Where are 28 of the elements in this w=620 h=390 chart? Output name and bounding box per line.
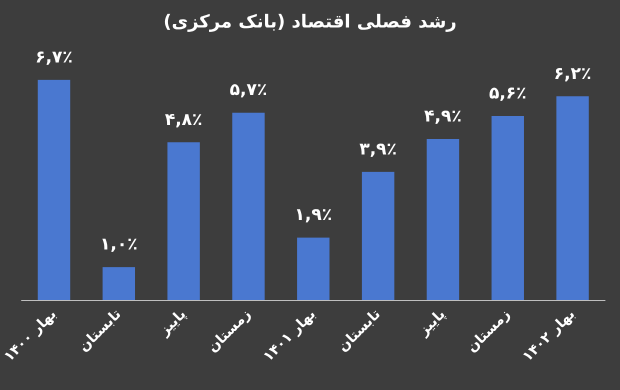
bar (167, 142, 200, 300)
x-tick-label: پاییز (156, 306, 190, 340)
bar (426, 139, 460, 300)
bar (297, 238, 330, 300)
x-tick-label: بهار ۱۴۰۰ (1, 306, 60, 365)
bar (362, 172, 394, 300)
bar (38, 80, 70, 300)
x-tick-label: زمستان (464, 306, 514, 356)
data-label: ۵,۶٪ (488, 84, 527, 104)
data-label: ۴,۹٪ (424, 106, 462, 126)
data-label: ۶,۷٪ (35, 47, 73, 68)
bar (492, 116, 524, 300)
data-label: ۵,۷٪ (230, 80, 268, 100)
chart-title: رشد فصلی اقتصاد (بانک مرکزی) (163, 12, 457, 32)
data-label: ۱,۰٪ (100, 234, 138, 255)
x-tick-label: تابستان (76, 306, 124, 356)
data-label: ۳,۹٪ (359, 139, 397, 160)
data-label: ۱,۹٪ (294, 205, 332, 226)
bar (102, 267, 136, 300)
data-label: ۴,۸٪ (164, 110, 202, 130)
x-tick-label: پاییز (415, 306, 449, 340)
x-tick-label: زمستان (204, 306, 254, 356)
x-tick-label: تابستان (335, 306, 384, 356)
x-tick-label: بهار ۱۴۰۲ (520, 306, 578, 365)
bar (556, 96, 589, 300)
bar (232, 112, 265, 300)
data-label: ۶,۲٪ (554, 64, 592, 84)
x-tick-label: بهار ۱۴۰۱ (260, 306, 319, 365)
